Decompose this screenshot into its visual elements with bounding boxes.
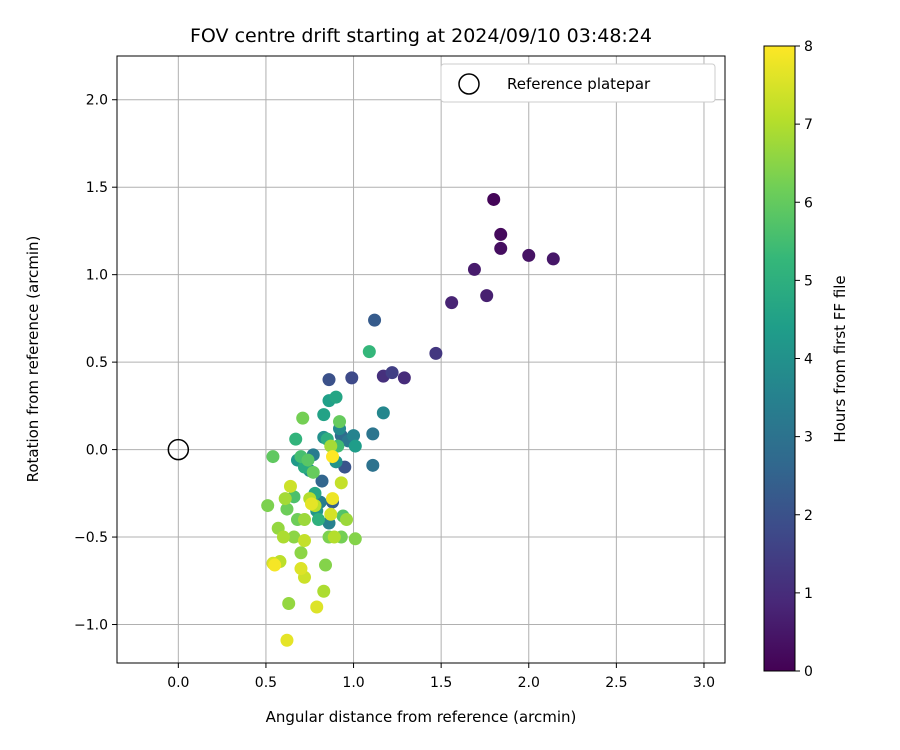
data-point [327, 530, 341, 544]
data-point [326, 450, 340, 464]
data-point [283, 479, 297, 493]
data-point [280, 633, 294, 647]
data-point [287, 530, 301, 544]
data-point [333, 415, 347, 429]
data-point [317, 408, 331, 422]
data-point [494, 227, 508, 241]
y-tick-label: 1.5 [86, 180, 108, 196]
data-point [366, 458, 380, 472]
colorbar-gradient [763, 45, 796, 672]
data-point [310, 600, 324, 614]
data-point [376, 406, 390, 420]
data-point [368, 313, 382, 327]
y-tick-label: 2.0 [86, 93, 108, 109]
plot-frame [116, 55, 726, 664]
colorbar-ticks: 0 1 2 3 4 5 6 7 8 [795, 39, 813, 680]
data-point [261, 499, 275, 513]
y-tick-label: 0.0 [86, 443, 108, 459]
x-tick-label: 0.5 [255, 675, 277, 691]
x-tick-label: 1.0 [342, 675, 364, 691]
data-point [315, 474, 329, 488]
colorbar: 0 1 2 3 4 5 6 7 8 Hours from first FF file [763, 39, 849, 680]
legend: Reference platepar [440, 63, 716, 103]
x-tick-label: 2.0 [518, 675, 540, 691]
data-point [366, 427, 380, 441]
legend-label: Reference platepar [507, 75, 651, 93]
colorbar-tick-label: 0 [804, 664, 813, 680]
colorbar-tick-label: 6 [804, 195, 813, 211]
data-point [324, 439, 338, 453]
x-axis-label: Angular distance from reference (arcmin) [266, 708, 577, 726]
data-point [546, 252, 560, 266]
x-tick-label: 1.5 [430, 675, 452, 691]
x-axis-ticks: 0.0 0.5 1.0 1.5 2.0 2.5 3.0 [167, 663, 715, 691]
y-tick-label: 0.5 [86, 355, 108, 371]
data-point [278, 492, 292, 506]
data-point [317, 584, 331, 598]
colorbar-tick-label: 7 [804, 117, 813, 133]
data-point [282, 597, 296, 611]
colorbar-label: Hours from first FF file [831, 275, 849, 442]
data-point [297, 513, 311, 527]
x-tick-label: 3.0 [693, 675, 715, 691]
data-point [294, 562, 308, 576]
data-point [306, 465, 320, 479]
data-point [397, 371, 411, 385]
data-point [311, 513, 325, 527]
reference-point [167, 438, 190, 461]
data-point [329, 390, 343, 404]
legend-marker [458, 73, 480, 95]
y-tick-label: −1.0 [74, 618, 108, 634]
data-point [280, 502, 294, 516]
data-point [324, 507, 338, 521]
x-tick-label: 0.0 [167, 675, 189, 691]
y-axis-ticks: −1.0 −0.5 0.0 0.5 1.0 1.5 2.0 [74, 93, 117, 634]
colorbar-tick-label: 4 [804, 352, 813, 368]
colorbar-tick-label: 8 [804, 39, 813, 55]
data-point [348, 532, 362, 546]
data-point [266, 450, 280, 464]
x-tick-label: 2.5 [605, 675, 627, 691]
colorbar-tick-label: 5 [804, 273, 813, 289]
data-point [347, 429, 361, 443]
y-tick-label: 1.0 [86, 268, 108, 284]
data-point [362, 345, 376, 359]
y-tick-label: −0.5 [74, 530, 108, 546]
colorbar-tick-label: 1 [804, 586, 813, 602]
data-point [297, 534, 311, 548]
data-point [289, 432, 303, 446]
data-point [480, 289, 494, 303]
grid [117, 56, 725, 663]
colorbar-tick-label: 2 [804, 508, 813, 524]
data-point [319, 558, 333, 572]
colorbar-tick-label: 3 [804, 430, 813, 446]
data-point [294, 546, 308, 560]
data-point [322, 373, 336, 387]
data-point [522, 248, 536, 262]
data-point [429, 346, 443, 360]
data-point [301, 453, 315, 467]
data-point [345, 371, 359, 385]
data-point [340, 513, 354, 527]
data-point [268, 558, 282, 572]
data-point [385, 366, 399, 380]
data-point [326, 492, 340, 506]
y-axis-label: Rotation from reference (arcmin) [24, 236, 42, 483]
data-point [334, 476, 348, 490]
data-point [296, 411, 310, 425]
data-point [467, 262, 481, 276]
data-points [261, 192, 560, 647]
data-point [348, 439, 362, 453]
legend-box [440, 63, 716, 103]
data-point [304, 497, 318, 511]
data-point [487, 192, 501, 206]
chart-title: FOV centre drift starting at 2024/09/10 … [190, 25, 652, 47]
data-point [445, 296, 459, 310]
data-point [494, 241, 508, 255]
data-point [276, 530, 290, 544]
